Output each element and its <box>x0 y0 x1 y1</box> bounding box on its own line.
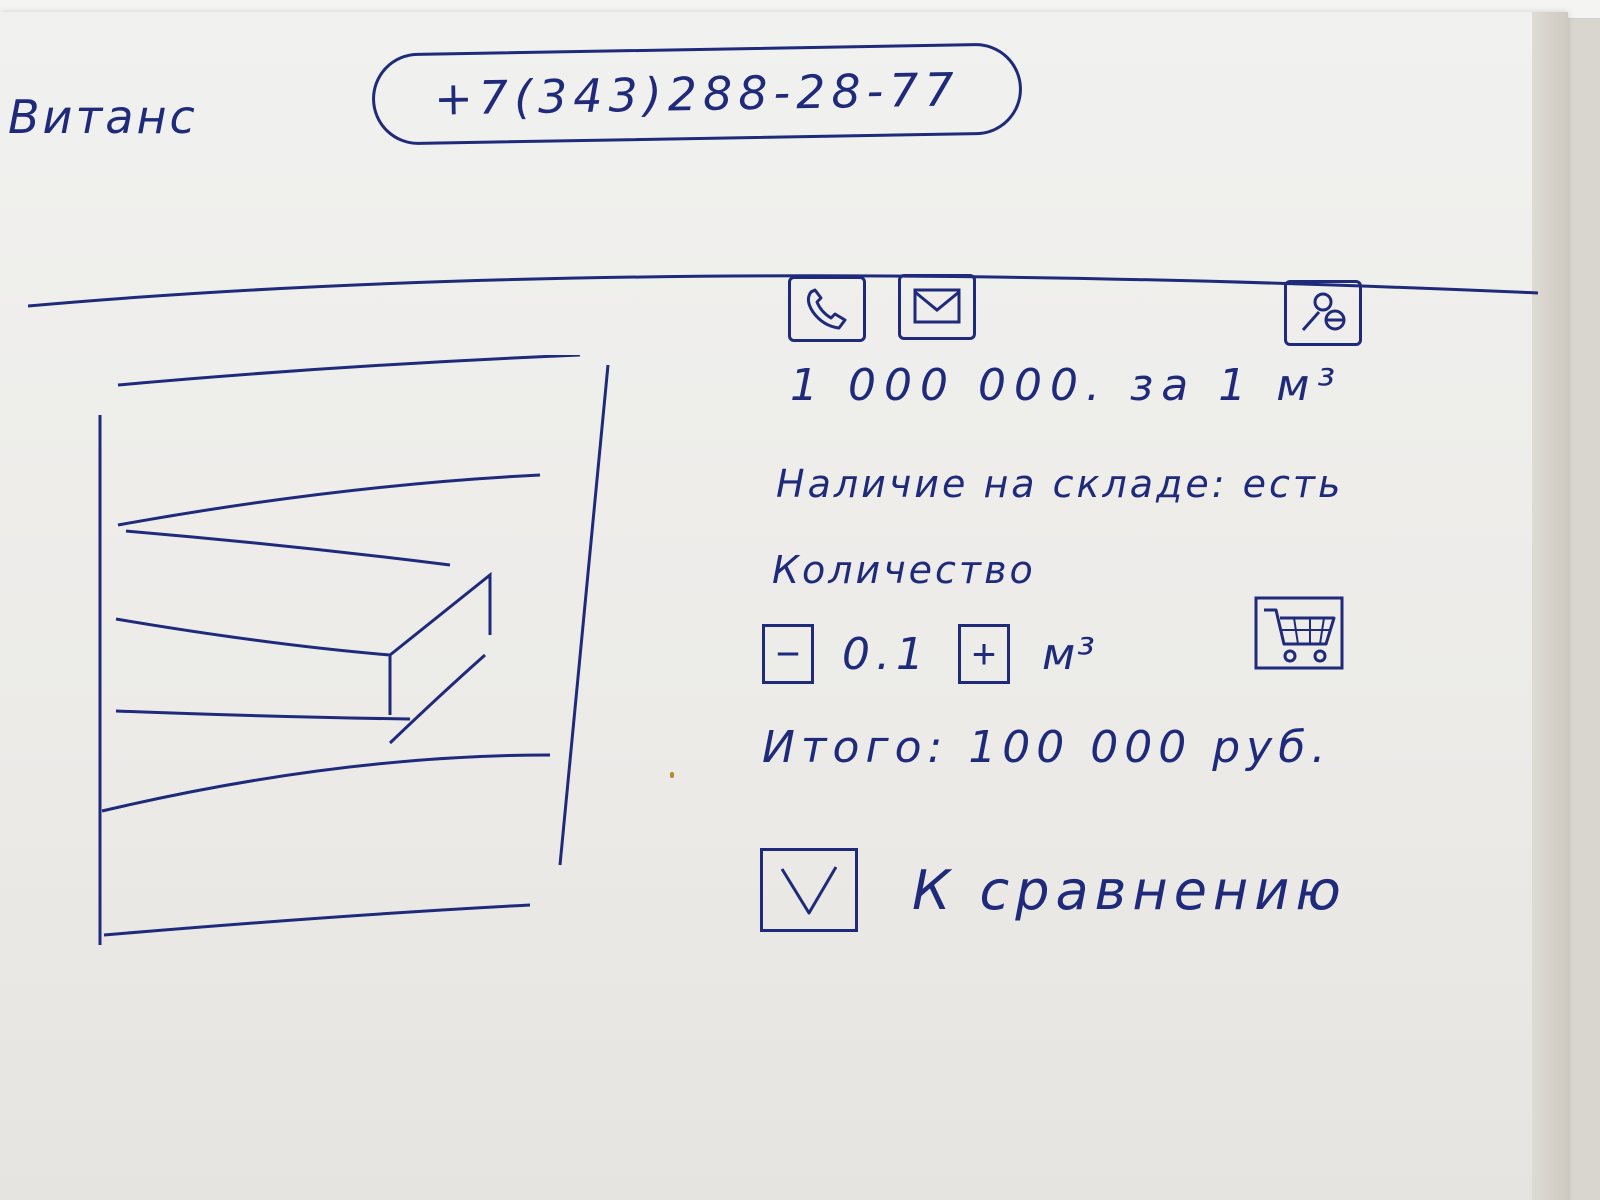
user-cabinet-icon[interactable] <box>1284 280 1362 346</box>
brand-logo[interactable]: Витанс <box>8 90 198 144</box>
quantity-stepper: − 0.1 + м³ <box>762 624 1097 684</box>
paper-edge <box>1532 12 1568 1200</box>
product-image[interactable] <box>90 355 620 955</box>
compare-checkbox[interactable] <box>760 848 858 932</box>
increment-button[interactable]: + <box>957 624 1010 684</box>
envelope-glyph <box>913 288 961 324</box>
product-price: 1 000 000. за 1 м³ <box>790 360 1344 411</box>
decrement-button[interactable]: − <box>762 624 814 684</box>
header-phone-number[interactable]: +7(343)288-28-77 <box>371 42 1023 146</box>
cart-icon[interactable] <box>1254 596 1344 670</box>
quantity-value[interactable]: 0.1 <box>842 628 930 680</box>
header-divider <box>28 274 1538 308</box>
stock-status: Наличие на складе: есть <box>776 462 1344 506</box>
paper-speck <box>670 772 674 778</box>
sketch-paper <box>0 12 1568 1200</box>
mail-icon[interactable] <box>898 274 976 340</box>
checkmark-icon <box>780 866 838 915</box>
compare-label[interactable]: К сравнению <box>912 858 1347 922</box>
phone-glyph <box>806 288 847 330</box>
quantity-unit: м³ <box>1041 628 1097 680</box>
compare-control[interactable]: К сравнению <box>760 848 1347 932</box>
quantity-label: Количество <box>772 548 1036 592</box>
phone-icon[interactable] <box>788 276 866 342</box>
user-cabinet-glyph <box>1301 292 1346 331</box>
total-price: Итого: 100 000 руб. <box>762 722 1332 773</box>
